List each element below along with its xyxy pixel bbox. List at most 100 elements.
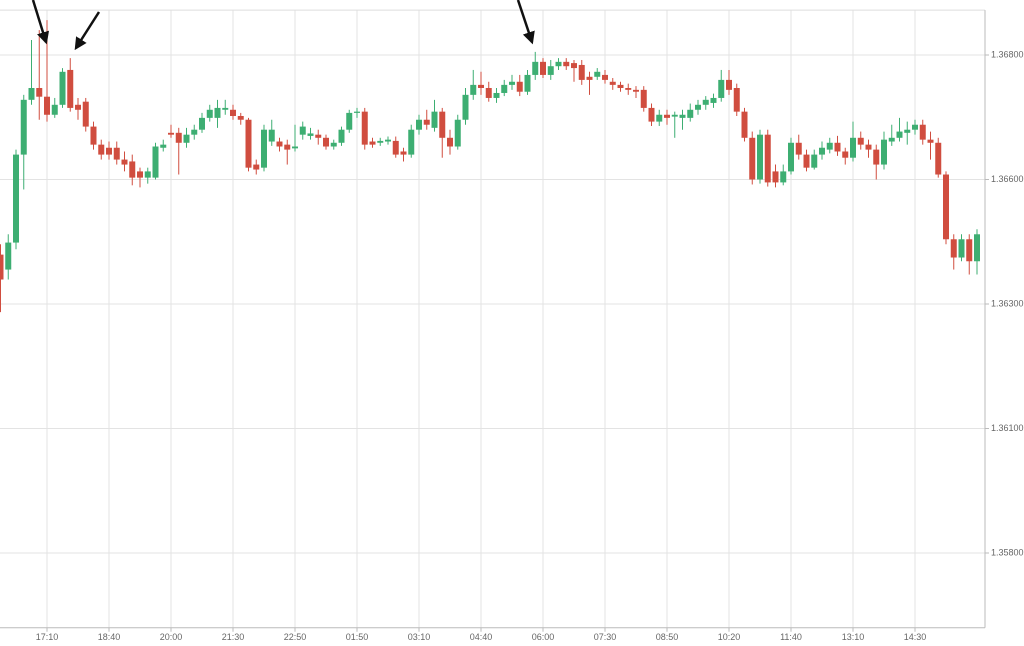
candle-body (168, 132, 174, 135)
candle-body (299, 126, 306, 135)
y-tick-label: 1.36300 (991, 298, 1024, 308)
candle-body (292, 146, 298, 149)
candle-body (563, 61, 570, 67)
y-tick-label: 1.36800 (991, 49, 1024, 59)
candle-body (679, 114, 686, 118)
candle-body (408, 129, 415, 155)
candle-body (919, 124, 926, 140)
candle-body (144, 171, 151, 178)
candle-body (98, 144, 105, 155)
x-tick-label: 08:50 (656, 632, 679, 642)
candle-body (718, 79, 725, 98)
y-tick-label: 1.36600 (991, 174, 1024, 184)
candle-body (354, 111, 360, 113)
candle-body (648, 107, 655, 122)
candle-body (315, 134, 322, 138)
candle-body (780, 171, 787, 183)
candle-body (392, 140, 399, 155)
candle-body (67, 69, 74, 108)
candle-body (493, 92, 500, 98)
candle-body (90, 126, 97, 145)
candle-body (361, 111, 368, 145)
candle-body (470, 84, 477, 95)
candle-body (516, 81, 523, 92)
candle-body (385, 139, 391, 142)
candle-body (268, 129, 275, 142)
x-tick-label: 20:00 (160, 632, 183, 642)
candle-body (524, 74, 531, 92)
candle-body (912, 124, 918, 130)
candle-body (323, 137, 329, 147)
candle-body (788, 142, 794, 172)
candle-body (935, 142, 942, 175)
candle-body (59, 71, 66, 105)
candle-body (206, 109, 213, 118)
axes: 1.36800 1.36600 1.36300 1.36100 1.35800 17:10… (0, 9, 1024, 642)
candle-body (702, 99, 709, 105)
candle-body (253, 164, 260, 170)
candle-body (881, 139, 887, 165)
candle-body (501, 84, 508, 93)
candle-body (710, 97, 717, 103)
candle-body (175, 132, 182, 143)
candle-body (640, 89, 647, 108)
candle-body (113, 147, 120, 160)
x-tick-label: 21:30 (222, 632, 245, 642)
candle-body (439, 111, 446, 138)
candle-body (950, 239, 957, 258)
candle-body (346, 112, 353, 130)
candle-body (20, 99, 27, 155)
candle-body (966, 239, 973, 262)
candle-body (687, 109, 694, 118)
candle-body (850, 137, 856, 158)
candle-body (284, 144, 291, 150)
candle-body (772, 171, 779, 183)
candle-body (82, 101, 89, 127)
candle-body (214, 107, 221, 118)
candle-body (749, 137, 756, 180)
candle-body (943, 174, 949, 240)
candle-body (625, 87, 632, 90)
candle-body (509, 81, 515, 85)
candle-body (462, 94, 469, 120)
candle-body (245, 119, 252, 168)
candle-body (377, 140, 384, 143)
x-tick-label: 10:20 (718, 632, 741, 642)
candles (0, 20, 980, 313)
candle-body (106, 147, 112, 155)
candle-body (602, 74, 608, 80)
candle-body (137, 171, 143, 178)
x-tick-label: 06:00 (532, 632, 555, 642)
candle-body (578, 64, 585, 80)
x-tick-label: 04:40 (470, 632, 493, 642)
y-tick-label: 1.36100 (991, 423, 1024, 433)
x-tick-label: 01:50 (346, 632, 369, 642)
candle-body (183, 134, 190, 143)
candle-body (733, 87, 740, 112)
candle-body (555, 61, 562, 67)
candle-body (633, 89, 639, 92)
x-tick-label: 18:40 (98, 632, 121, 642)
x-tick-label: 07:30 (594, 632, 617, 642)
candle-body (416, 119, 422, 130)
candle-body (0, 254, 4, 280)
candle-body (454, 119, 461, 147)
candle-body (819, 147, 825, 155)
candle-body (547, 66, 554, 75)
candle-body (842, 151, 849, 158)
candle-body (338, 129, 345, 143)
x-tick-label: 14:30 (904, 632, 927, 642)
candle-body (28, 87, 35, 100)
candle-body (478, 84, 484, 88)
candle-body (873, 149, 880, 165)
candle-body (222, 107, 229, 110)
candle-body (230, 109, 236, 117)
candle-body (129, 161, 136, 178)
candle-body (617, 84, 624, 88)
arrow (516, 0, 535, 45)
candle-body (423, 119, 430, 125)
candle-body (656, 114, 663, 122)
candle-body (447, 137, 453, 147)
candle-body (152, 146, 159, 178)
candle-body (974, 234, 980, 262)
